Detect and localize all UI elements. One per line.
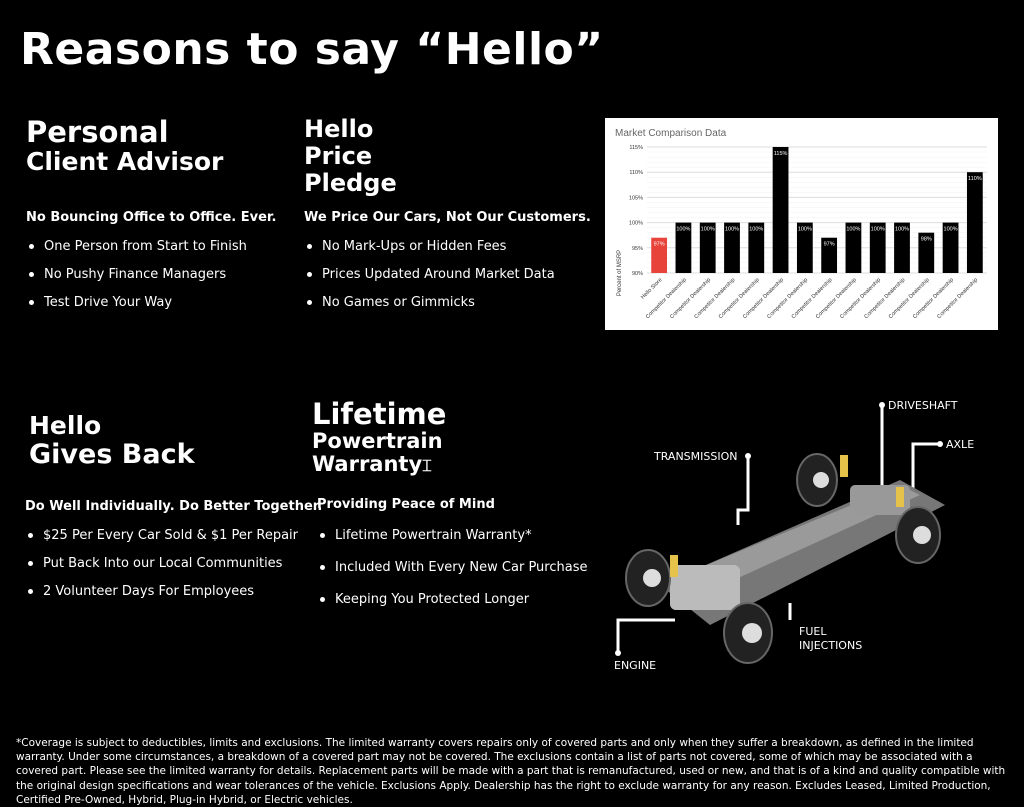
section-subtitle: Providing Peace of Mind xyxy=(317,497,495,512)
section-title: Hello xyxy=(29,411,102,440)
section-title: Powertrain xyxy=(312,429,443,454)
section-price-pledge: Hello Price Pledge We Price Our Cars, No… xyxy=(304,116,591,323)
section-title: Lifetime xyxy=(312,397,447,431)
bar xyxy=(651,237,668,273)
section-subtitle: No Bouncing Office to Office. Ever. xyxy=(26,210,277,226)
bar xyxy=(845,222,862,273)
bar xyxy=(772,147,789,273)
data-label: 100% xyxy=(725,227,739,233)
y-tick-label: 110% xyxy=(629,170,643,176)
x-tick-label: Competitor Dealership xyxy=(888,277,931,320)
bar xyxy=(894,222,910,273)
data-label: 100% xyxy=(676,227,690,233)
page-title: Reasons to say “Hello” xyxy=(20,24,604,75)
bar xyxy=(869,222,886,273)
data-label: 97% xyxy=(824,242,835,248)
list-item: Put Back Into our Local Communities xyxy=(25,556,322,571)
list-item: Included With Every New Car Purchase xyxy=(317,560,587,575)
section-warranty-body: Providing Peace of Mind Lifetime Powertr… xyxy=(317,497,587,620)
bar xyxy=(821,237,838,273)
y-tick-label: 90% xyxy=(632,271,643,277)
section-subtitle: We Price Our Cars, Not Our Customers. xyxy=(304,209,591,225)
section-warranty: Lifetime Powertrain Warranty⌶ xyxy=(312,398,446,475)
data-label: 100% xyxy=(701,227,715,233)
label-transmission: TRANSMISSION xyxy=(654,450,738,463)
x-tick-label: Competitor Dealership xyxy=(766,277,809,320)
x-tick-label: Competitor Dealership xyxy=(693,277,736,320)
label-fuel-injections: FUEL INJECTIONS xyxy=(799,625,863,653)
list-item: Prices Updated Around Market Data xyxy=(304,267,591,282)
bar xyxy=(724,222,740,273)
y-tick-label: 115% xyxy=(629,145,643,151)
section-gives-back: Hello Gives Back xyxy=(29,412,195,470)
data-label: 100% xyxy=(871,227,885,233)
list-item: No Pushy Finance Managers xyxy=(26,267,276,282)
data-label: 100% xyxy=(846,227,860,233)
x-tick-label: Competitor Dealership xyxy=(912,277,955,320)
list-item: Test Drive Your Way xyxy=(26,295,276,310)
y-tick-label: 95% xyxy=(632,246,643,252)
chart-svg: Market Comparison Data Percent of MSRP 9… xyxy=(615,128,987,320)
label-axle: AXLE xyxy=(946,438,975,451)
y-axis-label: Percent of MSRP xyxy=(617,250,623,296)
data-label: 97% xyxy=(654,242,665,248)
list-item: No Games or Gimmicks xyxy=(304,295,591,310)
y-tick-label: 105% xyxy=(629,195,643,201)
list-item: No Mark-Ups or Hidden Fees xyxy=(304,239,591,254)
x-tick-label: Competitor Dealership xyxy=(936,277,979,320)
y-tick-label: 100% xyxy=(629,221,643,227)
x-tick-label: Competitor Dealership xyxy=(645,277,688,320)
chassis-diagram xyxy=(615,402,945,664)
list-item: One Person from Start to Finish xyxy=(26,239,276,254)
drivetrain-icon: ⌶ xyxy=(422,455,432,475)
label-driveshaft: DRIVESHAFT xyxy=(888,399,958,412)
bar xyxy=(796,222,813,273)
section-title: Gives Back xyxy=(29,439,195,470)
bar xyxy=(942,222,959,273)
section-title: Personal xyxy=(26,115,169,149)
section-title: Warranty xyxy=(312,451,423,476)
section-title: Hello xyxy=(304,115,374,143)
x-tick-label: Competitor Dealership xyxy=(839,277,882,320)
data-label: 100% xyxy=(944,227,958,233)
bar xyxy=(699,222,716,273)
section-gives-back-body: Do Well Individually. Do Better Together… xyxy=(25,499,322,612)
bar xyxy=(675,222,692,273)
data-label: 98% xyxy=(921,237,932,243)
x-tick-label: Competitor Dealership xyxy=(815,277,858,320)
list-item: $25 Per Every Car Sold & $1 Per Repair xyxy=(25,528,322,543)
section-title: Client Advisor xyxy=(26,147,224,177)
data-label: 110% xyxy=(968,176,982,182)
x-tick-label: Competitor Dealership xyxy=(669,277,712,320)
data-label: 100% xyxy=(798,227,812,233)
label-engine: ENGINE xyxy=(614,659,657,672)
section-subtitle: Do Well Individually. Do Better Together… xyxy=(25,499,323,514)
market-comparison-chart: Market Comparison Data Percent of MSRP 9… xyxy=(605,118,998,330)
list-item: Keeping You Protected Longer xyxy=(317,592,587,607)
x-tick-label: Competitor Dealership xyxy=(718,277,761,320)
data-label: 100% xyxy=(749,227,763,233)
data-label: 115% xyxy=(774,151,788,157)
data-label: 100% xyxy=(895,227,909,233)
section-title: Pledge xyxy=(304,168,397,197)
x-tick-label: Competitor Dealership xyxy=(791,277,834,320)
section-title: Price xyxy=(304,141,373,170)
chart-title: Market Comparison Data xyxy=(615,128,727,139)
list-item: 2 Volunteer Days For Employees xyxy=(25,584,322,599)
x-tick-label: Competitor Dealership xyxy=(742,277,785,320)
bar xyxy=(966,172,983,273)
section-personal-advisor: Personal Client Advisor No Bouncing Offi… xyxy=(26,116,276,323)
bar xyxy=(748,222,765,273)
list-item: Lifetime Powertrain Warranty* xyxy=(317,528,587,543)
x-tick-label: Competitor Dealership xyxy=(863,277,906,320)
bar xyxy=(918,232,935,273)
x-tick-label: Hello Store xyxy=(640,277,663,300)
footer-disclaimer: *Coverage is subject to deductibles, lim… xyxy=(16,737,1006,806)
